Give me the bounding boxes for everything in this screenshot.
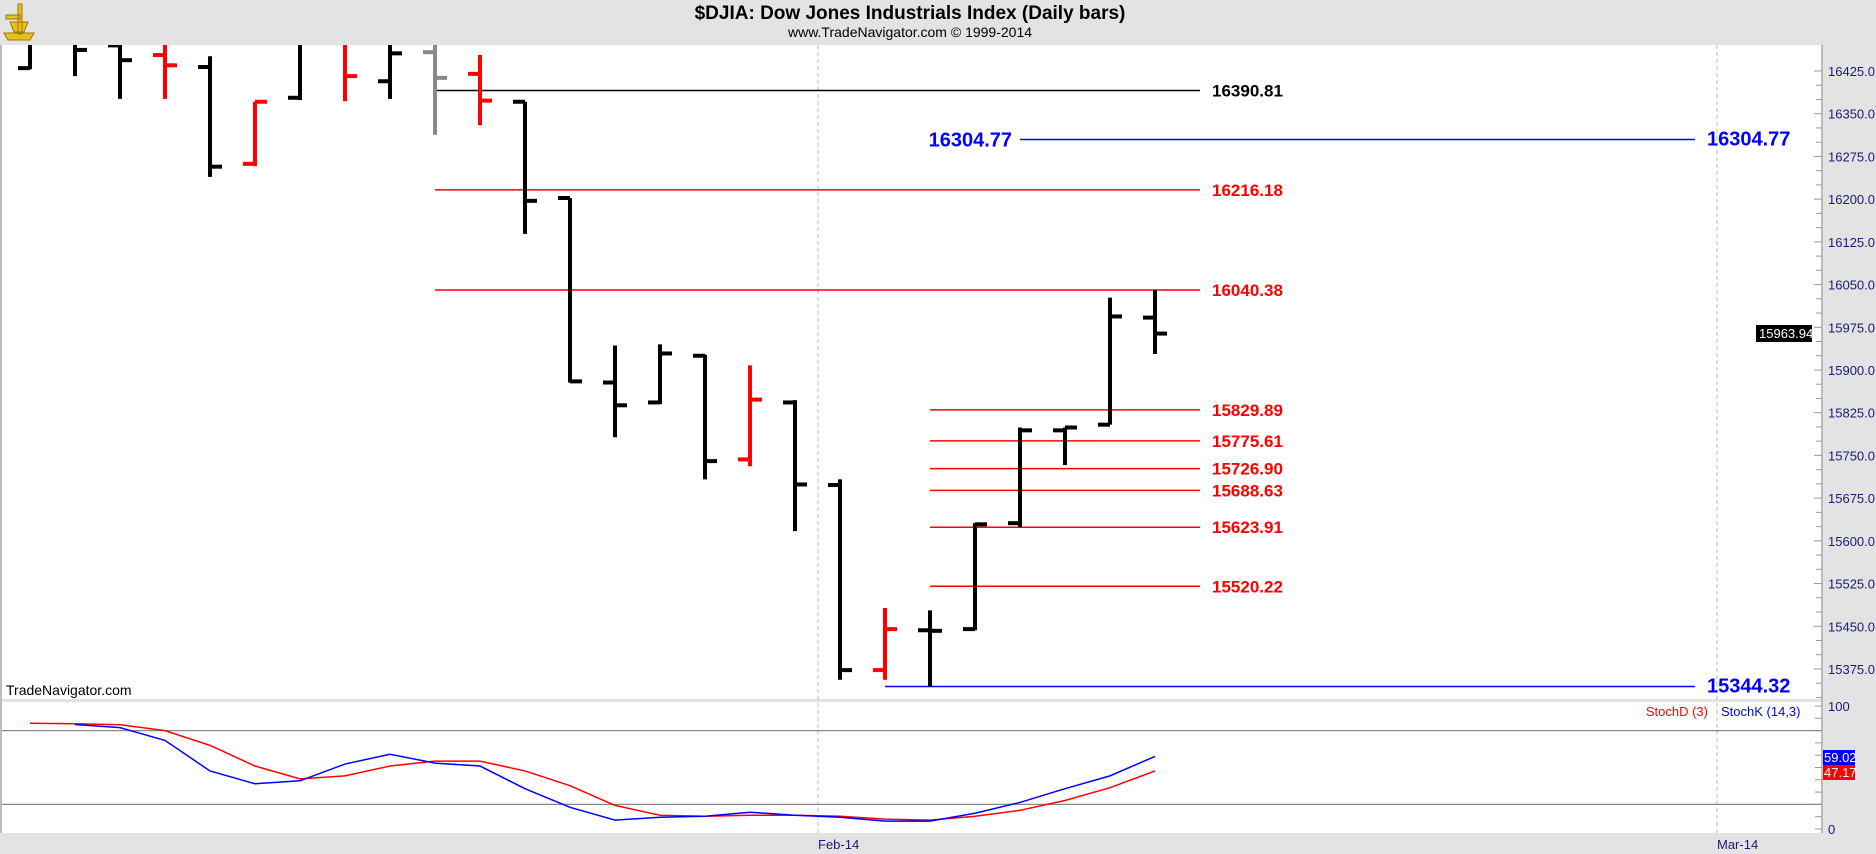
legend-stochd: StochD (3) bbox=[1646, 704, 1708, 719]
ohlc-bar bbox=[963, 522, 987, 632]
ohlc-bar bbox=[918, 610, 942, 687]
stoch-panel bbox=[2, 702, 1821, 833]
sextant-logo bbox=[3, 3, 35, 41]
ohlc-bar bbox=[738, 365, 762, 467]
ohlc-bar bbox=[73, 45, 87, 77]
ytick-label: 15450.0 bbox=[1828, 619, 1875, 634]
ohlc-bar bbox=[513, 99, 537, 234]
ytick-label: 15675.0 bbox=[1828, 491, 1875, 506]
xtick-mar: Mar-14 bbox=[1717, 837, 1758, 852]
watermark: TradeNavigator.com bbox=[6, 682, 132, 698]
ohlc-bar bbox=[648, 344, 672, 405]
ohlc-bar bbox=[603, 345, 627, 438]
ohlc-bar bbox=[873, 608, 897, 680]
stoch-tick-0: 0 bbox=[1828, 822, 1835, 837]
stochd-tag bbox=[1823, 765, 1855, 780]
stochd-value: 47.17 bbox=[1824, 765, 1857, 780]
ohlc-bar bbox=[378, 45, 402, 99]
ytick-label: 16350.0 bbox=[1828, 107, 1875, 122]
chart-subtitle: www.TradeNavigator.com © 1999-2014 bbox=[787, 24, 1032, 40]
xtick-feb: Feb-14 bbox=[818, 837, 859, 852]
stochk-value: 59.02 bbox=[1824, 750, 1857, 765]
level-label-left: 16304.77 bbox=[929, 129, 1012, 151]
ohlc-bar bbox=[693, 353, 717, 480]
ytick-label: 16425.0 bbox=[1828, 64, 1875, 79]
level-label: 15829.89 bbox=[1212, 401, 1283, 420]
ytick-label: 16200.0 bbox=[1828, 192, 1875, 207]
level-label: 16390.81 bbox=[1212, 81, 1283, 100]
ytick-label: 16050.0 bbox=[1828, 278, 1875, 293]
level-label: 15726.90 bbox=[1212, 460, 1283, 479]
ohlc-bar bbox=[243, 99, 267, 167]
level-label: 16040.38 bbox=[1212, 281, 1283, 300]
ohlc-bar bbox=[558, 195, 582, 384]
ytick-label: 16125.0 bbox=[1828, 235, 1875, 250]
sextant-icon bbox=[3, 3, 35, 41]
ohlc-bar bbox=[343, 45, 357, 102]
level-label: 15775.61 bbox=[1212, 432, 1283, 451]
last-price-label: 15963.94 bbox=[1759, 326, 1813, 341]
ytick-label: 15975.0 bbox=[1828, 320, 1875, 335]
ytick-label: 15750.0 bbox=[1828, 448, 1875, 463]
stochk-tag bbox=[1823, 750, 1855, 765]
ohlc-bar bbox=[18, 45, 32, 71]
ohlc-bar bbox=[198, 56, 222, 177]
legend-stochk: StochK (14,3) bbox=[1721, 704, 1801, 719]
ohlc-bar bbox=[1053, 425, 1077, 466]
ohlc-bar bbox=[108, 45, 132, 99]
ohlc-bar bbox=[1098, 297, 1122, 427]
level-label: 16304.77 bbox=[1707, 128, 1790, 150]
level-label: 16216.18 bbox=[1212, 181, 1283, 200]
level-label: 15520.22 bbox=[1212, 577, 1283, 596]
level-label: 15344.32 bbox=[1707, 675, 1790, 697]
ohlc-bar bbox=[1143, 290, 1167, 355]
ytick-label: 15900.0 bbox=[1828, 363, 1875, 378]
ytick-label: 16275.0 bbox=[1828, 149, 1875, 164]
stochd-line bbox=[29, 722, 1156, 821]
price-panel bbox=[2, 45, 1821, 699]
ytick-label: 15525.0 bbox=[1828, 577, 1875, 592]
ohlc-bar bbox=[828, 479, 852, 680]
ohlc-bar bbox=[423, 45, 447, 135]
chart-title: $DJIA: Dow Jones Industrials Index (Dail… bbox=[695, 3, 1126, 24]
ohlc-bar bbox=[1008, 427, 1032, 528]
last-price-tag bbox=[1756, 325, 1812, 342]
stoch-tick-100: 100 bbox=[1828, 699, 1850, 714]
level-label: 15623.91 bbox=[1212, 518, 1283, 537]
level-label: 15688.63 bbox=[1212, 481, 1283, 500]
ohlc-bar bbox=[153, 45, 177, 99]
ytick-label: 15600.0 bbox=[1828, 534, 1875, 549]
ytick-label: 15825.0 bbox=[1828, 406, 1875, 421]
stochk-line bbox=[74, 723, 1156, 822]
ytick-label: 15375.0 bbox=[1828, 662, 1875, 677]
ohlc-bar bbox=[288, 45, 302, 101]
ohlc-bar bbox=[468, 55, 492, 126]
ohlc-bar bbox=[783, 400, 807, 532]
